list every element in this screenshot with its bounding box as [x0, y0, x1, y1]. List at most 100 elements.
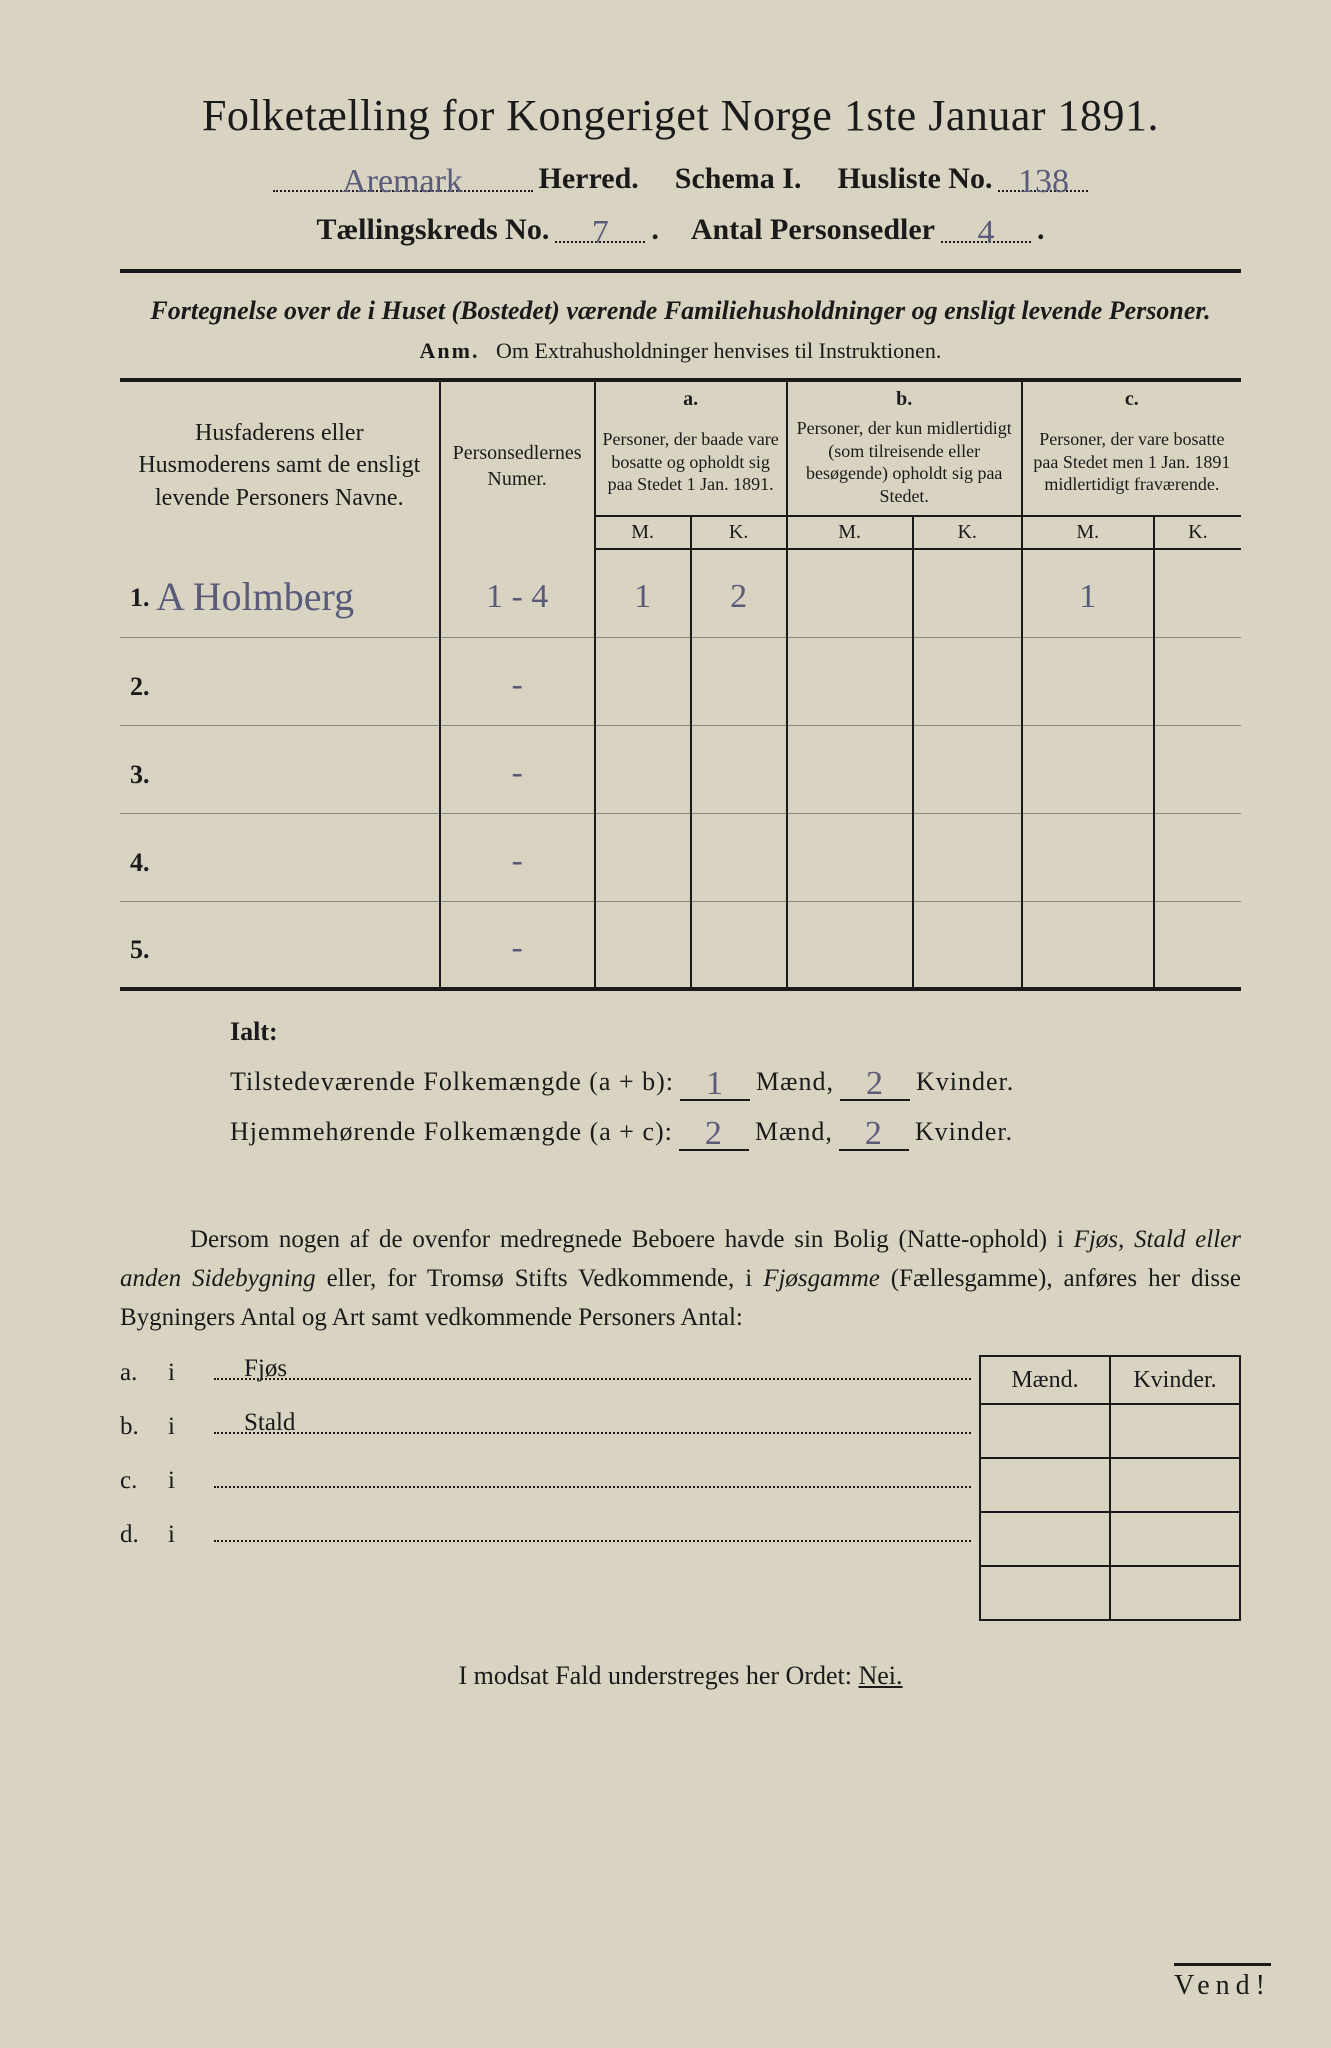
mk-header: K. — [1154, 516, 1241, 549]
group-b-label: b. — [787, 380, 1022, 415]
group-c-label: c. — [1022, 380, 1241, 415]
row-label: 1. A Holmberg — [120, 549, 440, 637]
group-c-desc: Personer, der vare bosatte paa Stedet me… — [1022, 415, 1241, 516]
c-m-cell — [1022, 725, 1154, 813]
ialt-lead: Ialt: — [230, 1017, 1241, 1047]
mk-col-m: Mænd. — [980, 1356, 1110, 1404]
mk-cell — [1110, 1566, 1240, 1620]
a-k-cell — [691, 813, 787, 901]
row-name: A Holmberg — [156, 574, 354, 619]
ialt-2-m: 2 — [705, 1115, 723, 1152]
header-line-3: Tællingskreds No. 7. Antal Personsedler … — [120, 210, 1241, 247]
c-k-cell — [1154, 549, 1241, 637]
b-k-cell — [913, 901, 1022, 989]
ialt-1-k: 2 — [866, 1065, 884, 1102]
mk-cell — [980, 1512, 1110, 1566]
husliste-label: Husliste No. — [837, 162, 992, 196]
herred-label: Herred. — [539, 162, 639, 196]
c-k-cell — [1154, 725, 1241, 813]
a-k-cell: 2 — [691, 549, 787, 637]
mk-cell — [980, 1458, 1110, 1512]
a-m-cell — [595, 901, 691, 989]
side-txt: Fjøs — [214, 1355, 971, 1380]
mk-cell — [980, 1404, 1110, 1458]
side-lab: c. — [120, 1467, 168, 1495]
nei-word: Nei. — [858, 1661, 902, 1690]
tkreds-value: 7 — [592, 214, 609, 251]
ps-cell: - — [440, 813, 595, 901]
c-m-cell — [1022, 813, 1154, 901]
a-k-cell — [691, 725, 787, 813]
mk-header: M. — [595, 516, 691, 549]
side-row: c.i — [120, 1463, 971, 1517]
side-i: i — [168, 1467, 214, 1495]
husliste-value: 138 — [1018, 163, 1069, 200]
side-txt — [214, 1463, 971, 1488]
b-m-cell — [787, 725, 913, 813]
header-line-2: Aremark Herred. Schema I. Husliste No. 1… — [120, 159, 1241, 196]
b-m-cell — [787, 901, 913, 989]
ialt-2-k: 2 — [865, 1115, 883, 1152]
row-label: 2. — [120, 637, 440, 725]
mk-header: K. — [691, 516, 787, 549]
ialt-line-2: Hjemmehørende Folkemængde (a + c): 2 Mæn… — [230, 1111, 1241, 1151]
dersom-paragraph: Dersom nogen af de ovenfor medregnede Be… — [120, 1221, 1241, 1337]
mk-cell — [1110, 1512, 1240, 1566]
modsat-line: I modsat Fald understreges her Ordet: Ne… — [120, 1661, 1241, 1691]
side-lab: a. — [120, 1359, 168, 1387]
c-m-cell: 1 — [1022, 549, 1154, 637]
a-m-cell — [595, 813, 691, 901]
group-a-label: a. — [595, 380, 787, 415]
subtitle: Fortegnelse over de i Huset (Bostedet) v… — [120, 293, 1241, 328]
herred-value: Aremark — [342, 163, 463, 200]
b-k-cell — [913, 549, 1022, 637]
side-row: d.i — [120, 1517, 971, 1571]
antal-value: 4 — [977, 214, 994, 251]
page-title: Folketælling for Kongeriget Norge 1ste J… — [120, 90, 1241, 141]
side-section: a.iFjøsb.iStaldc.id.i Mænd. Kvinder. — [120, 1355, 1241, 1621]
mk-header: M. — [1022, 516, 1154, 549]
ialt-block: Ialt: Tilstedeværende Folkemængde (a + b… — [120, 1017, 1241, 1151]
antal-label: Antal Personsedler — [691, 213, 935, 247]
anm-text: Om Extrahusholdninger henvises til Instr… — [496, 338, 941, 363]
side-txt: Stald — [214, 1409, 971, 1434]
a-m-cell — [595, 637, 691, 725]
a-m-cell — [595, 725, 691, 813]
side-row: a.iFjøs — [120, 1355, 971, 1409]
c-m-cell — [1022, 637, 1154, 725]
ps-cell: 1 - 4 — [440, 549, 595, 637]
side-row: b.iStald — [120, 1409, 971, 1463]
c-m-cell — [1022, 901, 1154, 989]
row-label: 4. — [120, 813, 440, 901]
a-m-cell: 1 — [595, 549, 691, 637]
anm-lead: Anm. — [420, 338, 480, 363]
mk-header: M. — [787, 516, 913, 549]
mk-table: Mænd. Kvinder. — [979, 1355, 1241, 1621]
side-lab: d. — [120, 1521, 168, 1549]
c-k-cell — [1154, 637, 1241, 725]
divider — [120, 269, 1241, 273]
ps-cell: - — [440, 637, 595, 725]
group-a-desc: Personer, der baade vare bosatte og opho… — [595, 415, 787, 516]
side-i: i — [168, 1359, 214, 1387]
ps-cell: - — [440, 901, 595, 989]
b-m-cell — [787, 813, 913, 901]
side-lab: b. — [120, 1413, 168, 1441]
mk-header: K. — [913, 516, 1022, 549]
a-k-cell — [691, 901, 787, 989]
group-b-desc: Personer, der kun midlertidigt (som tilr… — [787, 415, 1022, 516]
b-m-cell — [787, 637, 913, 725]
b-m-cell — [787, 549, 913, 637]
ps-cell: - — [440, 725, 595, 813]
col-name-header: Husfaderens eller Husmoderens samt de en… — [120, 380, 440, 549]
row-label: 3. — [120, 725, 440, 813]
mk-cell — [1110, 1404, 1240, 1458]
c-k-cell — [1154, 901, 1241, 989]
b-k-cell — [913, 813, 1022, 901]
tkreds-label: Tællingskreds No. — [317, 213, 550, 247]
ialt-line-1: Tilstedeværende Folkemængde (a + b): 1 M… — [230, 1061, 1241, 1101]
c-k-cell — [1154, 813, 1241, 901]
side-i: i — [168, 1521, 214, 1549]
b-k-cell — [913, 725, 1022, 813]
mk-cell — [1110, 1458, 1240, 1512]
